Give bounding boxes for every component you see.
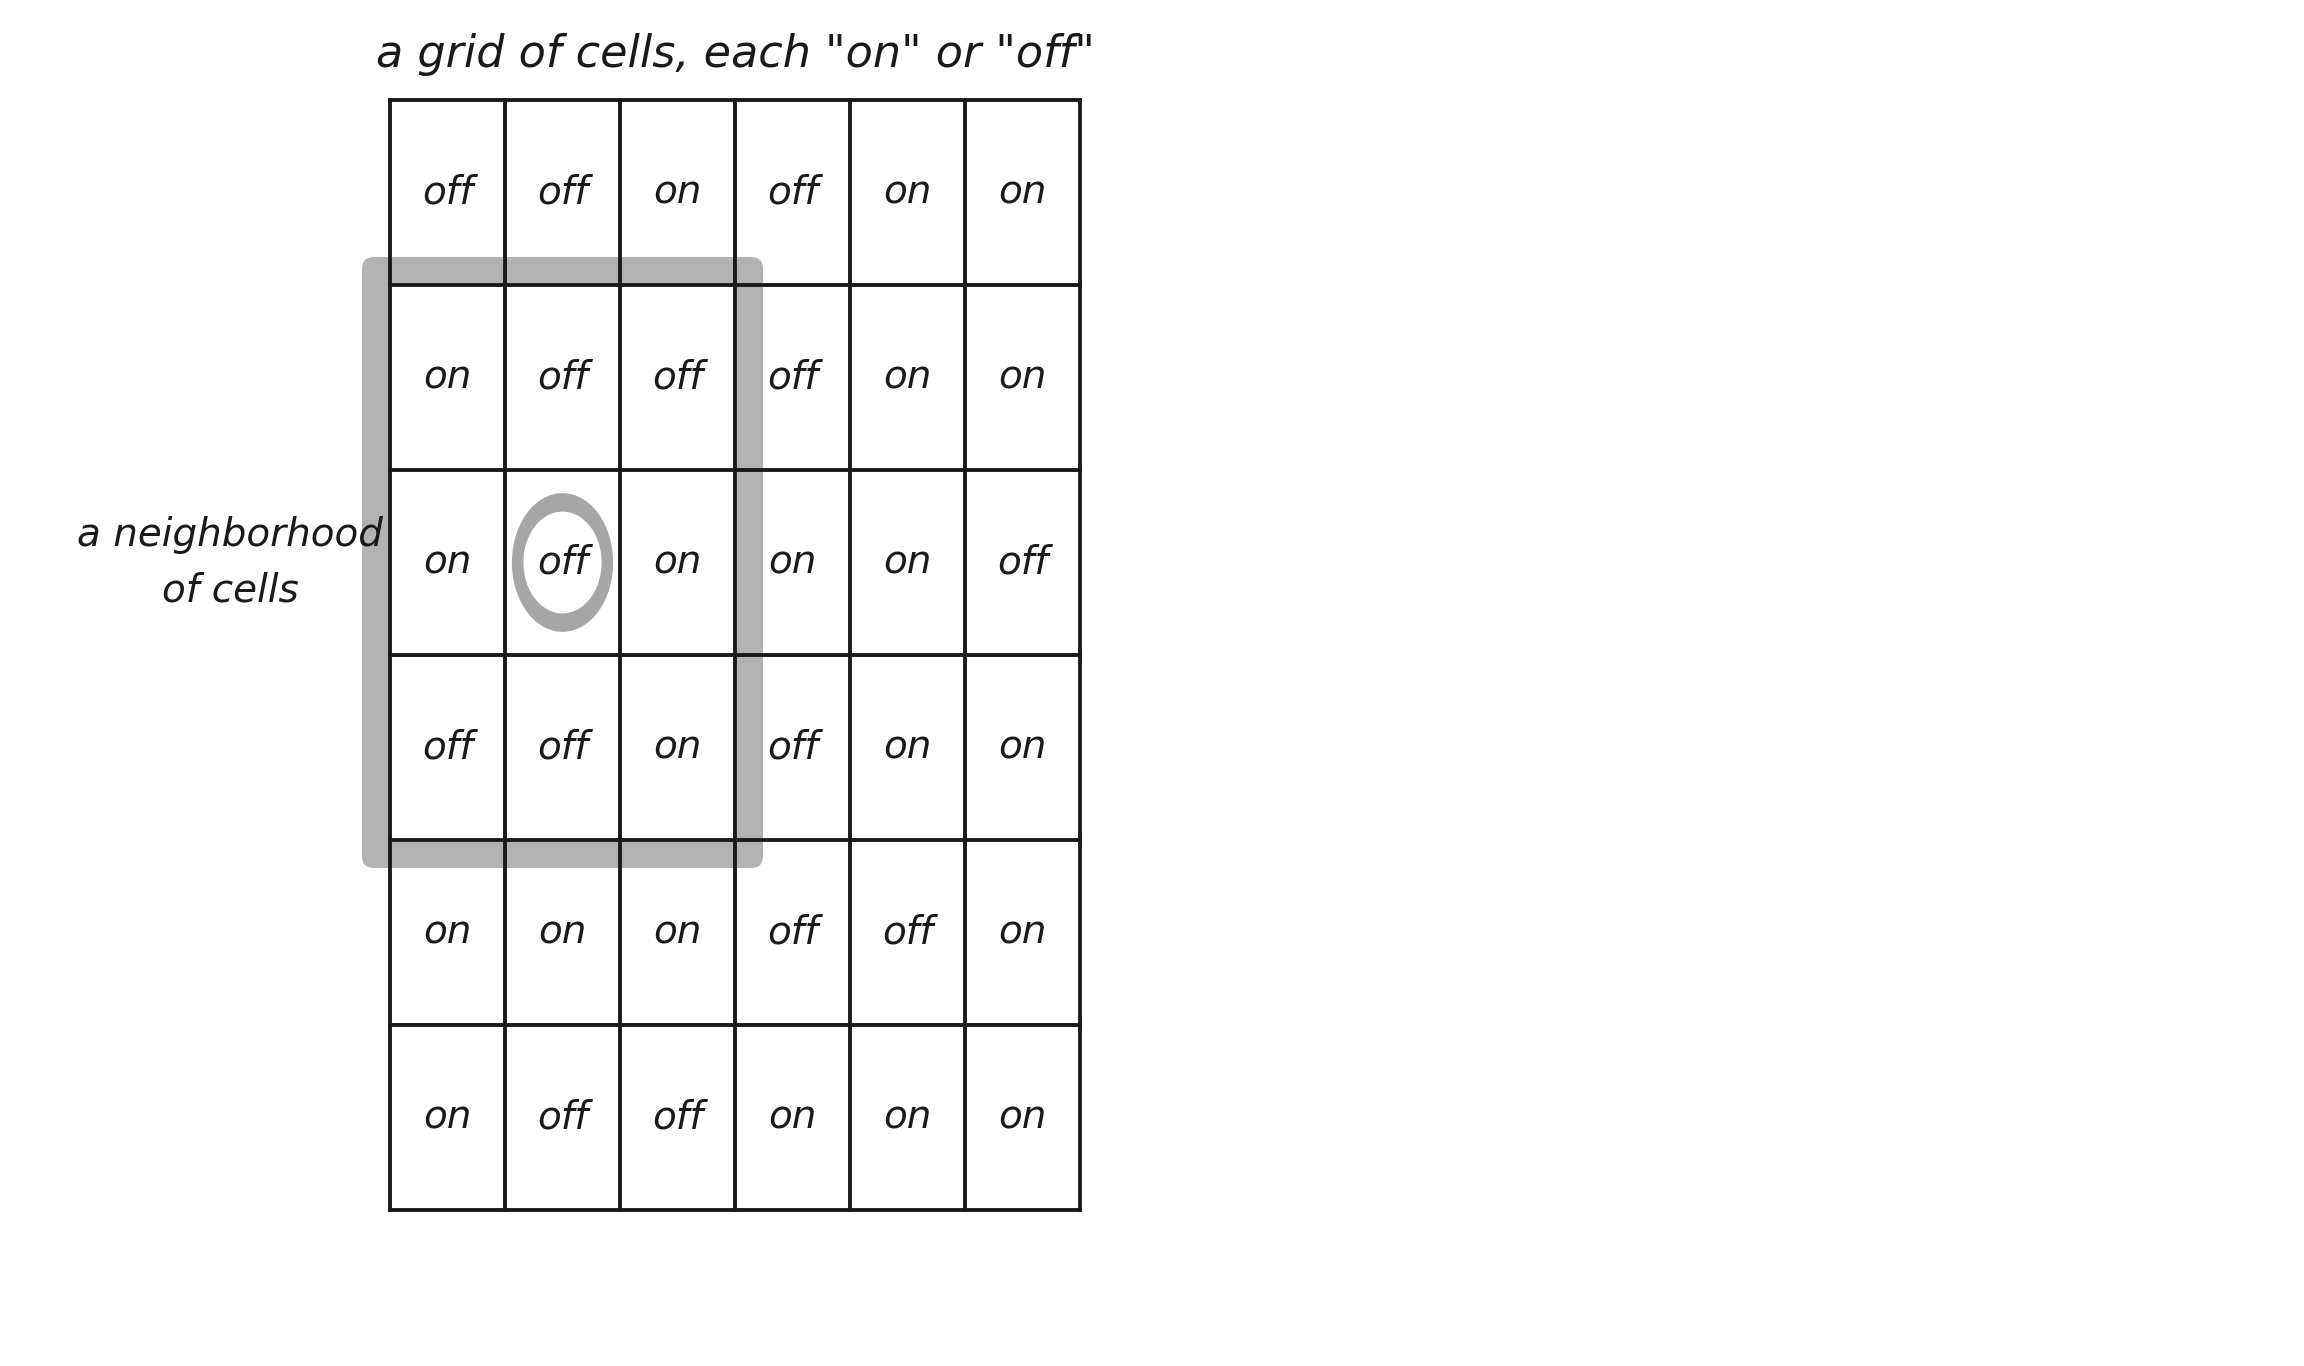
Text: on: on bbox=[882, 728, 931, 766]
Text: off: off bbox=[767, 914, 818, 952]
Text: off: off bbox=[537, 1098, 588, 1137]
Text: off: off bbox=[767, 358, 818, 396]
Text: off: off bbox=[652, 1098, 703, 1137]
Ellipse shape bbox=[523, 512, 601, 613]
Text: on: on bbox=[998, 358, 1046, 396]
Text: on: on bbox=[882, 544, 931, 582]
Text: on: on bbox=[882, 173, 931, 212]
Text: on: on bbox=[424, 358, 472, 396]
Text: on: on bbox=[767, 544, 816, 582]
Text: off: off bbox=[652, 358, 703, 396]
Text: on: on bbox=[654, 728, 703, 766]
Text: on: on bbox=[654, 173, 703, 212]
Text: on: on bbox=[539, 914, 588, 952]
Text: a grid of cells, each "on" or "off": a grid of cells, each "on" or "off" bbox=[376, 34, 1094, 76]
Text: off: off bbox=[537, 544, 588, 582]
FancyBboxPatch shape bbox=[387, 283, 737, 841]
FancyBboxPatch shape bbox=[362, 257, 763, 867]
Text: on: on bbox=[998, 914, 1046, 952]
Ellipse shape bbox=[511, 493, 613, 632]
Text: on: on bbox=[424, 1098, 472, 1137]
Text: on: on bbox=[654, 914, 703, 952]
Text: on: on bbox=[654, 544, 703, 582]
Text: on: on bbox=[767, 1098, 816, 1137]
Text: on: on bbox=[998, 173, 1046, 212]
Text: on: on bbox=[882, 1098, 931, 1137]
Text: off: off bbox=[422, 728, 472, 766]
Text: off: off bbox=[537, 358, 588, 396]
Text: off: off bbox=[998, 544, 1048, 582]
Text: on: on bbox=[998, 728, 1046, 766]
Text: on: on bbox=[998, 1098, 1046, 1137]
Text: off: off bbox=[767, 173, 818, 212]
Text: off: off bbox=[767, 728, 818, 766]
Text: on: on bbox=[424, 914, 472, 952]
Text: of cells: of cells bbox=[161, 571, 300, 609]
Text: off: off bbox=[537, 173, 588, 212]
Text: on: on bbox=[424, 544, 472, 582]
Text: off: off bbox=[537, 728, 588, 766]
Text: on: on bbox=[882, 358, 931, 396]
Text: off: off bbox=[882, 914, 933, 952]
Text: off: off bbox=[422, 173, 472, 212]
Text: a neighborhood: a neighborhood bbox=[76, 515, 382, 553]
